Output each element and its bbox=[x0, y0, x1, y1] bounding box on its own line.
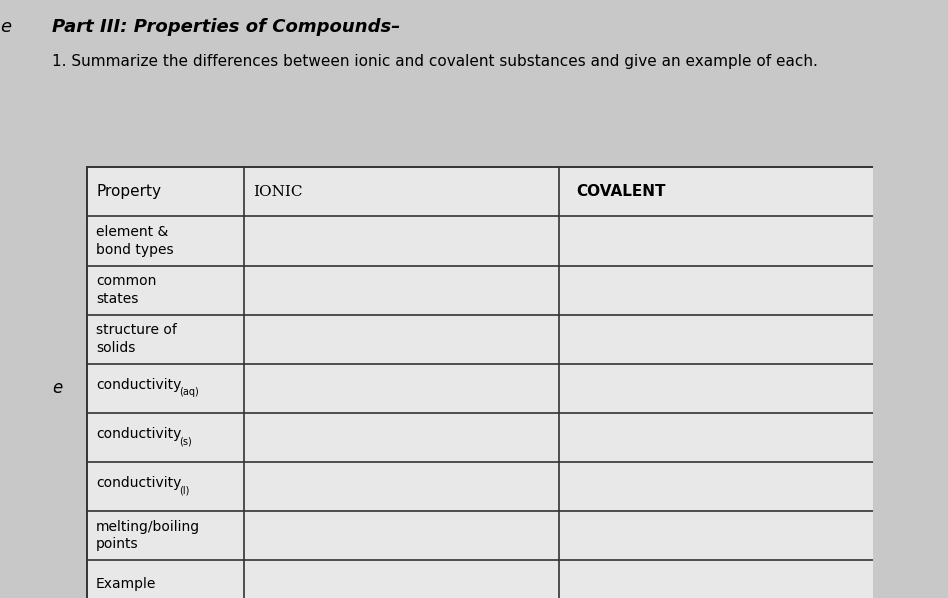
Text: (aq): (aq) bbox=[179, 388, 199, 397]
Text: common
states: common states bbox=[96, 274, 156, 306]
Text: IONIC: IONIC bbox=[253, 185, 302, 199]
Text: (s): (s) bbox=[179, 437, 191, 446]
Text: 1. Summarize the differences between ionic and covalent substances and give an e: 1. Summarize the differences between ion… bbox=[52, 54, 818, 69]
Text: conductivity: conductivity bbox=[96, 427, 181, 441]
Text: (l): (l) bbox=[179, 486, 190, 495]
Text: e: e bbox=[52, 379, 63, 397]
Text: Property: Property bbox=[96, 184, 161, 200]
Text: Example: Example bbox=[96, 577, 156, 591]
Text: Part III: Properties of Compounds–: Part III: Properties of Compounds– bbox=[52, 18, 401, 36]
Text: COVALENT: COVALENT bbox=[576, 184, 665, 200]
Text: e: e bbox=[0, 18, 11, 36]
Text: conductivity: conductivity bbox=[96, 378, 181, 392]
Text: melting/boiling
points: melting/boiling points bbox=[96, 520, 200, 551]
Text: element &
bond types: element & bond types bbox=[96, 225, 173, 257]
Bar bbox=[87, 167, 948, 598]
Text: conductivity: conductivity bbox=[96, 476, 181, 490]
Text: structure of
solids: structure of solids bbox=[96, 324, 177, 355]
